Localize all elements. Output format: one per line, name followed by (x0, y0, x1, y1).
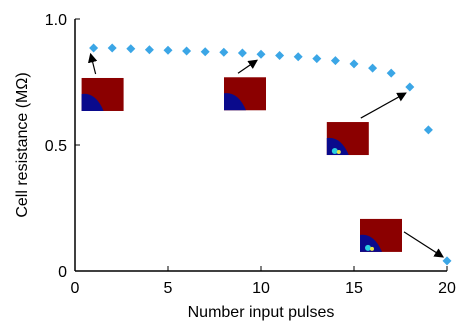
inset-group (81, 52, 445, 258)
data-point (219, 47, 229, 57)
data-point (107, 43, 117, 53)
data-point (293, 52, 303, 62)
data-point (144, 45, 154, 55)
data-point (163, 45, 173, 55)
x-tick-label: 5 (164, 280, 173, 297)
simulation-inset-image (224, 77, 266, 111)
y-axis-title: Cell resistance (MΩ) (14, 72, 31, 217)
data-points (89, 43, 452, 266)
data-point (349, 59, 359, 69)
data-point (256, 49, 266, 59)
data-point (405, 82, 415, 92)
data-point (275, 51, 285, 61)
y-tick-label: 1.0 (45, 12, 67, 29)
y-tick-group: 0 0.5 1.0 (45, 12, 80, 281)
simulation-inset-image (326, 122, 369, 156)
x-tick-label: 0 (71, 280, 80, 297)
x-tick-label: 15 (345, 280, 363, 297)
data-point (423, 125, 433, 135)
data-point (237, 48, 247, 58)
inset-arrow (403, 231, 445, 258)
y-tick-label: 0.5 (45, 138, 67, 155)
data-point (182, 46, 192, 56)
inset-arrow (360, 92, 407, 119)
data-point (312, 54, 322, 64)
y-tick-label: 0 (58, 264, 67, 281)
data-point (330, 56, 340, 66)
data-point (442, 256, 452, 266)
inset-arrow (87, 52, 98, 75)
data-point (126, 44, 136, 54)
data-point (368, 63, 378, 73)
x-tick-label: 20 (438, 280, 456, 297)
data-point (200, 47, 210, 57)
data-point (89, 43, 99, 53)
x-axis-title: Number input pulses (188, 304, 335, 321)
x-tick-group: 0 5 10 15 20 (71, 266, 456, 297)
simulation-inset-image (81, 77, 124, 111)
inset-arrow (237, 59, 258, 74)
x-tick-label: 10 (252, 280, 270, 297)
simulation-inset-image (360, 218, 402, 252)
data-point (386, 68, 396, 78)
